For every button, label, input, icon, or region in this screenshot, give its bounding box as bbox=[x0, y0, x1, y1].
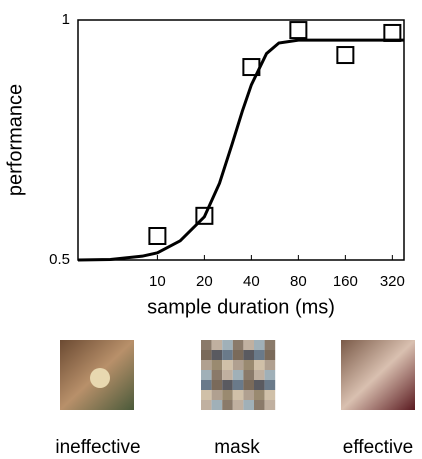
mask-tile bbox=[211, 390, 223, 400]
mask-tile bbox=[201, 380, 212, 390]
mask-tile bbox=[254, 400, 265, 410]
data-point bbox=[195, 206, 214, 225]
mask-tile bbox=[222, 390, 233, 400]
data-point bbox=[242, 58, 261, 77]
mask-tile bbox=[243, 390, 254, 400]
mask-tile bbox=[211, 350, 223, 360]
mask-tile bbox=[264, 350, 276, 360]
mask-tile bbox=[201, 400, 212, 410]
mask-tile bbox=[211, 370, 223, 380]
mask-tile bbox=[254, 340, 265, 350]
y-tick-label: 1 bbox=[62, 11, 70, 28]
mask-tile bbox=[201, 370, 212, 380]
y-tick-label: 0.5 bbox=[49, 251, 70, 268]
mask-tile bbox=[243, 380, 254, 390]
mask-tile bbox=[222, 370, 233, 380]
mask-tile bbox=[243, 350, 254, 360]
mask-tile bbox=[232, 390, 244, 400]
mask-tile bbox=[264, 390, 276, 400]
mask-tile bbox=[264, 370, 276, 380]
x-tick-label: 40 bbox=[243, 273, 260, 290]
x-tick-label: 20 bbox=[196, 273, 213, 290]
image-mask bbox=[201, 340, 276, 410]
mask-tile bbox=[264, 340, 276, 350]
mask-tile bbox=[211, 380, 223, 390]
mask-tile bbox=[254, 390, 265, 400]
mask-tile bbox=[222, 380, 233, 390]
image-effective bbox=[341, 340, 415, 410]
fit-curve bbox=[77, 38, 404, 262]
mask-tile bbox=[264, 360, 276, 370]
mask-tile bbox=[222, 360, 233, 370]
mask-tile bbox=[232, 380, 244, 390]
mask-tile bbox=[243, 370, 254, 380]
data-point bbox=[383, 23, 402, 42]
mask-tile bbox=[264, 400, 276, 410]
mask-tile bbox=[232, 340, 244, 350]
x-axis-label: sample duration (ms) bbox=[147, 296, 335, 318]
mask-tile bbox=[232, 370, 244, 380]
mask-tile bbox=[264, 380, 276, 390]
y-axis-label: performance bbox=[4, 84, 26, 196]
mask-tile bbox=[222, 340, 233, 350]
image-caption: mask bbox=[214, 437, 260, 458]
data-point bbox=[336, 46, 355, 65]
mask-tile bbox=[232, 350, 244, 360]
image-caption: effective bbox=[343, 437, 413, 458]
x-tick-label: 160 bbox=[333, 273, 358, 290]
mask-tile bbox=[211, 340, 223, 350]
mask-tile bbox=[232, 360, 244, 370]
mask-tile bbox=[254, 350, 265, 360]
mask-tile bbox=[254, 360, 265, 370]
data-point bbox=[148, 227, 167, 245]
mask-tile bbox=[201, 390, 212, 400]
mask-tile bbox=[232, 400, 244, 410]
data-point bbox=[289, 21, 308, 40]
mask-tile bbox=[222, 400, 233, 410]
x-tick-label: 80 bbox=[290, 273, 307, 290]
mask-tile bbox=[201, 340, 212, 350]
mask-tile bbox=[243, 400, 254, 410]
mask-tile bbox=[222, 350, 233, 360]
mask-tile bbox=[211, 400, 223, 410]
mask-tile bbox=[243, 360, 254, 370]
mask-tile bbox=[254, 380, 265, 390]
mask-tile bbox=[254, 370, 265, 380]
axes-frame bbox=[77, 19, 405, 261]
image-caption: ineffective bbox=[55, 437, 140, 458]
x-tick-label: 10 bbox=[149, 273, 166, 290]
x-tick-label: 320 bbox=[380, 273, 405, 290]
mask-tile bbox=[211, 360, 223, 370]
mask-tile bbox=[201, 350, 212, 360]
mask-tile bbox=[243, 340, 254, 350]
mask-tile bbox=[201, 360, 212, 370]
plot: 10 20 40 80 160 320 0.5 1 bbox=[49, 11, 405, 290]
image-detail bbox=[90, 368, 110, 388]
